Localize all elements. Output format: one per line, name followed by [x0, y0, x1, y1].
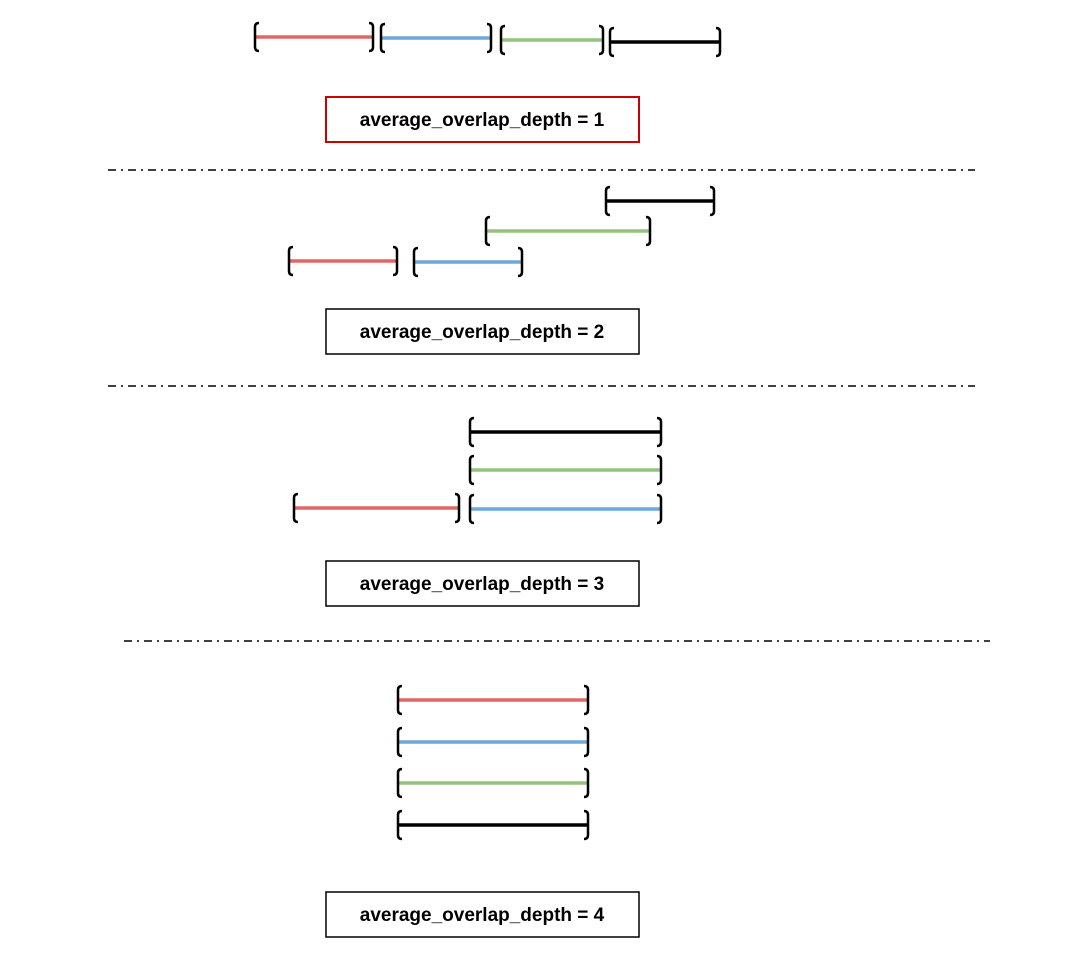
depth-label: average_overlap_depth = 3 — [360, 574, 605, 595]
interval-green — [499, 24, 605, 56]
right-bracket — [583, 684, 590, 716]
left-bracket — [468, 493, 475, 525]
right-bracket — [656, 416, 663, 448]
interval-blue — [412, 246, 524, 278]
interval-red — [292, 492, 461, 524]
left-bracket — [604, 185, 611, 217]
right-bracket — [368, 21, 375, 53]
right-bracket — [583, 809, 590, 841]
interval-green — [484, 215, 652, 247]
right-bracket — [656, 454, 663, 486]
left-bracket — [292, 492, 299, 524]
right-bracket — [486, 22, 493, 54]
interval-red — [396, 684, 590, 716]
depth-label-box — [325, 96, 640, 143]
left-bracket — [468, 454, 475, 486]
interval-blue — [468, 493, 663, 525]
depth-label-box — [325, 560, 640, 607]
depth-label: average_overlap_depth = 2 — [360, 322, 605, 343]
left-bracket — [468, 416, 475, 448]
left-bracket — [484, 215, 491, 247]
interval-red — [287, 245, 399, 277]
right-bracket — [517, 246, 524, 278]
left-bracket — [379, 22, 386, 54]
left-bracket — [287, 245, 294, 277]
left-bracket — [396, 809, 403, 841]
depth-label: average_overlap_depth = 1 — [360, 110, 605, 131]
interval-black — [604, 185, 716, 217]
left-bracket — [253, 21, 260, 53]
panel-depth-2: average_overlap_depth = 2 — [287, 185, 716, 355]
interval-black — [608, 26, 722, 58]
right-bracket — [656, 493, 663, 525]
interval-green — [468, 454, 663, 486]
interval-black — [468, 416, 663, 448]
interval-red — [253, 21, 375, 53]
right-bracket — [709, 185, 716, 217]
interval-green — [396, 767, 590, 799]
interval-blue — [396, 726, 590, 758]
right-bracket — [715, 26, 722, 58]
panel-depth-3: average_overlap_depth = 3 — [292, 416, 663, 607]
right-bracket — [583, 767, 590, 799]
interval-black — [396, 809, 590, 841]
interval-blue — [379, 22, 493, 54]
depth-label-box — [325, 308, 640, 355]
panel-depth-4: average_overlap_depth = 4 — [325, 684, 640, 938]
depth-label: average_overlap_depth = 4 — [360, 905, 605, 926]
left-bracket — [396, 726, 403, 758]
right-bracket — [454, 492, 461, 524]
left-bracket — [396, 684, 403, 716]
right-bracket — [645, 215, 652, 247]
left-bracket — [396, 767, 403, 799]
left-bracket — [499, 24, 506, 56]
depth-label-box — [325, 891, 640, 938]
right-bracket — [392, 245, 399, 277]
left-bracket — [412, 246, 419, 278]
right-bracket — [583, 726, 590, 758]
left-bracket — [608, 26, 615, 58]
panel-depth-1: average_overlap_depth = 1 — [253, 21, 722, 143]
right-bracket — [598, 24, 605, 56]
